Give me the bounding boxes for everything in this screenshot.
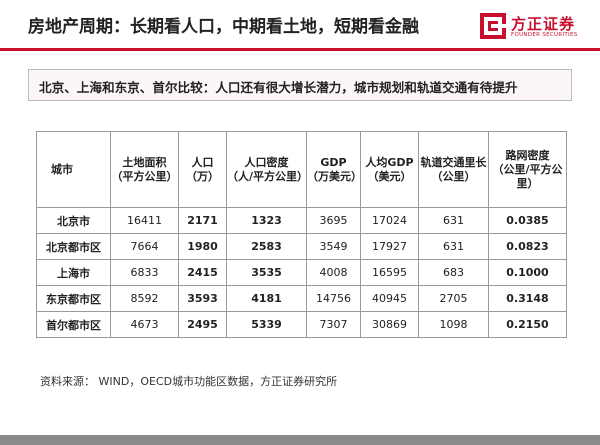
population-density: 4181	[226, 285, 307, 312]
table-row: 首尔都市区 4673 2495 5339 7307 30869 1098 0.2…	[36, 311, 567, 338]
road-density: 0.1000	[488, 259, 567, 286]
header-land-area: 土地面积 （平方公里）	[110, 131, 179, 208]
header-rail-length: 轨道交通里长 （公里）	[418, 131, 489, 208]
gdp-per-capita: 16595	[360, 259, 419, 286]
gdp-per-capita: 17927	[360, 233, 419, 260]
table-row: 北京都市区 7664 1980 2583 3549 17927 631 0.08…	[36, 233, 567, 260]
city-name: 北京市	[36, 207, 111, 234]
header-gdp-per-capita: 人均GDP （美元）	[360, 131, 419, 208]
rail-length: 631	[418, 207, 489, 234]
population: 2415	[178, 259, 227, 286]
city-name: 首尔都市区	[36, 311, 111, 338]
land-area: 16411	[110, 207, 179, 234]
land-area: 6833	[110, 259, 179, 286]
rail-length: 1098	[418, 311, 489, 338]
population-density: 5339	[226, 311, 307, 338]
subtitle-text: 北京、上海和东京、首尔比较：人口还有很大增长潜力，城市规划和轨道交通有待提升	[39, 80, 518, 95]
road-density: 0.0385	[488, 207, 567, 234]
header-city: 城市	[36, 131, 111, 208]
rail-length: 683	[418, 259, 489, 286]
logo-text-en: FOUNDER SECURITIES	[511, 32, 578, 38]
gdp-per-capita: 17024	[360, 207, 419, 234]
footer-bar	[0, 435, 600, 445]
gdp: 3549	[306, 233, 361, 260]
population-density: 1323	[226, 207, 307, 234]
city-name: 北京都市区	[36, 233, 111, 260]
table-row: 上海市 6833 2415 3535 4008 16595 683 0.1000	[36, 259, 567, 286]
comparison-table: 城市 土地面积 （平方公里） 人口 （万） 人口密度 （人/平方公里） GDP （万美元…	[36, 131, 567, 338]
land-area: 7664	[110, 233, 179, 260]
population-density: 2583	[226, 233, 307, 260]
land-area: 4673	[110, 311, 179, 338]
population-density: 3535	[226, 259, 307, 286]
header-population: 人口 （万）	[178, 131, 227, 208]
road-density: 0.2150	[488, 311, 567, 338]
gdp: 3695	[306, 207, 361, 234]
header-road-density: 路网密度 （公里/平方公里）	[488, 131, 567, 208]
header-density: 人口密度 （人/平方公里）	[226, 131, 308, 208]
subtitle-box: 北京、上海和东京、首尔比较：人口还有很大增长潜力，城市规划和轨道交通有待提升	[28, 69, 572, 101]
page-title: 房地产周期：长期看人口，中期看土地，短期看金融	[28, 17, 419, 37]
road-density: 0.3148	[488, 285, 567, 312]
population: 1980	[178, 233, 227, 260]
road-density: 0.0823	[488, 233, 567, 260]
city-name: 上海市	[36, 259, 111, 286]
gdp: 14756	[306, 285, 361, 312]
rail-length: 631	[418, 233, 489, 260]
company-logo: 方正证券 FOUNDER SECURITIES	[480, 13, 592, 43]
founder-logo-icon	[480, 13, 506, 39]
population: 3593	[178, 285, 227, 312]
gdp: 7307	[306, 311, 361, 338]
header: 房地产周期：长期看人口，中期看土地，短期看金融 方正证券 FOUNDER SEC…	[0, 0, 600, 48]
rail-length: 2705	[418, 285, 489, 312]
city-name: 东京都市区	[36, 285, 111, 312]
land-area: 8592	[110, 285, 179, 312]
gdp: 4008	[306, 259, 361, 286]
header-gdp: GDP （万美元）	[306, 131, 362, 208]
gdp-per-capita: 30869	[360, 311, 419, 338]
population: 2171	[178, 207, 227, 234]
source-note: 资料来源： WIND，OECD城市功能区数据，方正证券研究所	[40, 375, 338, 388]
gdp-per-capita: 40945	[360, 285, 419, 312]
table-row: 东京都市区 8592 3593 4181 14756 40945 2705 0.…	[36, 285, 567, 312]
population: 2495	[178, 311, 227, 338]
logo-text-cn: 方正证券	[511, 15, 576, 33]
table-header-row: 城市 土地面积 （平方公里） 人口 （万） 人口密度 （人/平方公里） GDP （万美元…	[36, 131, 567, 208]
header-divider	[0, 48, 600, 51]
table-row: 北京市 16411 2171 1323 3695 17024 631 0.038…	[36, 207, 567, 234]
